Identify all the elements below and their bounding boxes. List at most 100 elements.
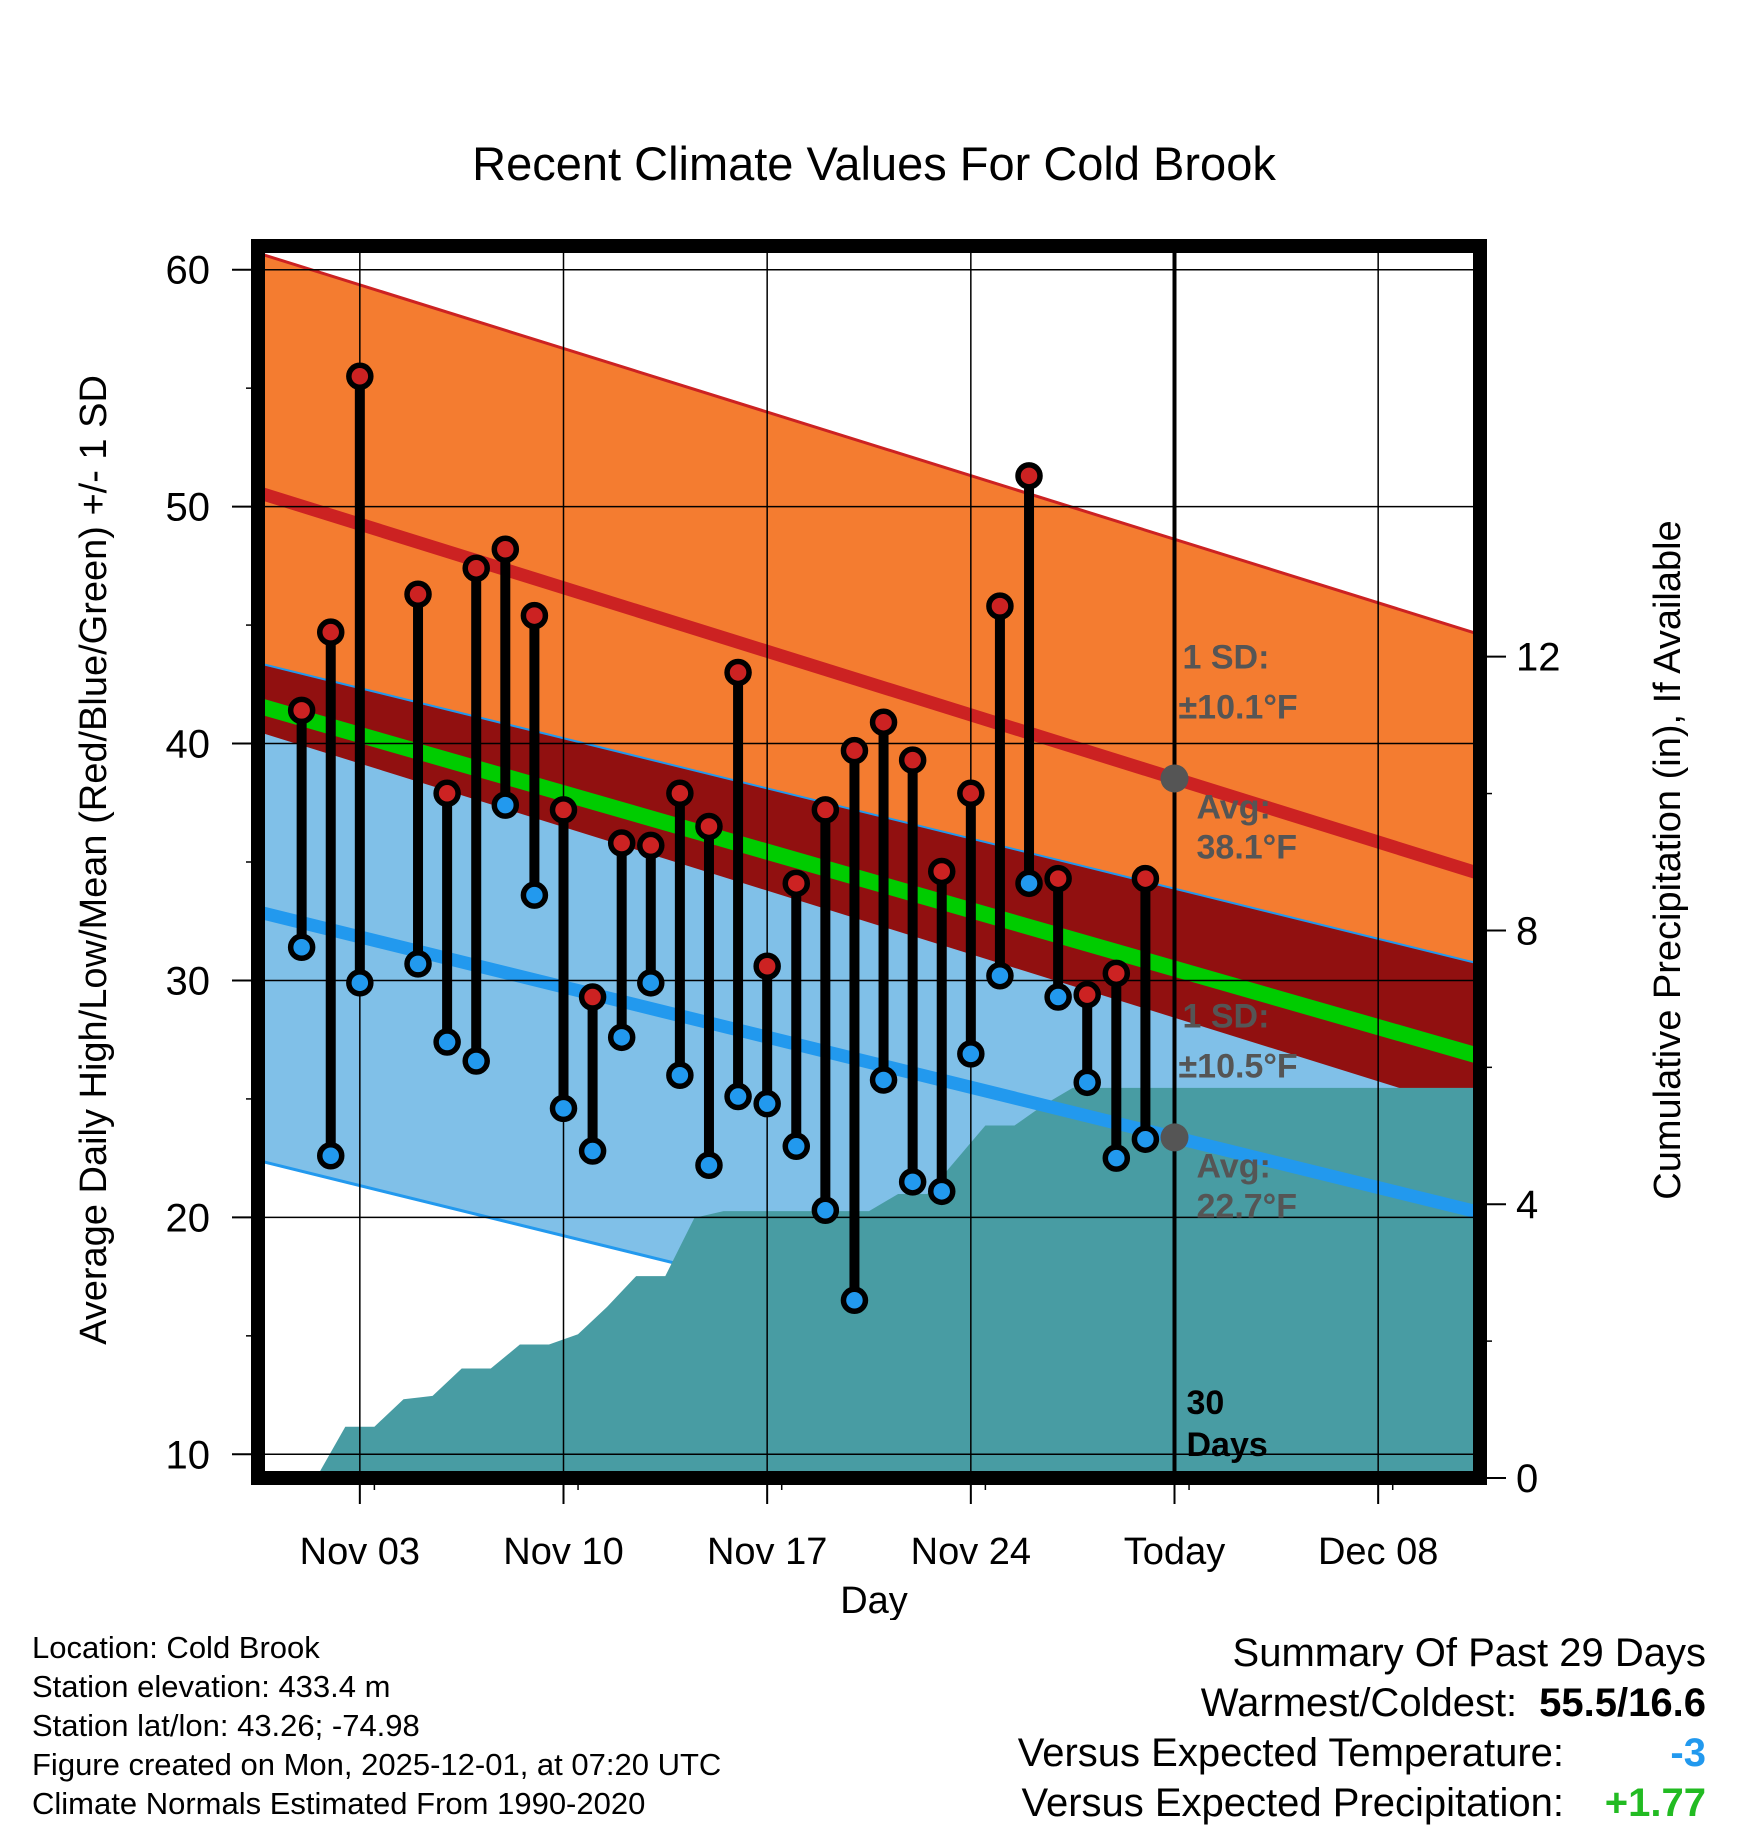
daily-low-point bbox=[1015, 869, 1043, 898]
daily-high-point bbox=[316, 618, 345, 646]
daily-low-point bbox=[753, 1089, 781, 1118]
daily-high-point bbox=[1044, 864, 1072, 893]
low-avg-value: 22.7°F bbox=[1197, 1187, 1298, 1225]
y-tick-label: 40 bbox=[166, 723, 211, 767]
daily-high-point bbox=[578, 983, 607, 1011]
daily-low-point bbox=[695, 1151, 723, 1180]
daily-high-point bbox=[520, 601, 549, 630]
daily-low-point bbox=[957, 1040, 985, 1068]
high-sd-value: ±10.1°F bbox=[1179, 688, 1298, 726]
high-avg-value: 38.1°F bbox=[1197, 828, 1298, 866]
daily-high-point bbox=[898, 746, 927, 774]
daily-high-point bbox=[1102, 959, 1131, 988]
summary-panel: Summary Of Past 29 Days Warmest/Coldest:… bbox=[1018, 1628, 1706, 1828]
daily-high-point bbox=[637, 831, 665, 860]
daily-low-point bbox=[869, 1066, 898, 1094]
daily-low-point bbox=[462, 1047, 490, 1075]
high-average-line bbox=[258, 486, 1480, 881]
y-tick-label: 30 bbox=[166, 959, 211, 1003]
summary-temp-row: Versus Expected Temperature: -3 bbox=[1018, 1728, 1706, 1778]
daily-low-point bbox=[637, 969, 665, 997]
daily-high-point bbox=[724, 658, 752, 687]
daily-low-point bbox=[782, 1132, 811, 1161]
daily-high-point bbox=[287, 696, 316, 725]
y-tick-label: 50 bbox=[166, 486, 211, 530]
warmest-value: 55.5/16.6 bbox=[1539, 1681, 1706, 1725]
daily-high-point bbox=[782, 869, 811, 898]
daily-low-point bbox=[549, 1094, 578, 1123]
climate-chart: Recent Climate Values For Cold Brook 1 S… bbox=[73, 137, 1689, 1620]
daily-low-point bbox=[607, 1023, 636, 1052]
daily-high-point bbox=[957, 779, 985, 808]
high-avg-label: Avg: bbox=[1197, 788, 1271, 826]
plot-area bbox=[258, 246, 1480, 1478]
daily-low-point bbox=[520, 881, 549, 909]
daily-high-point bbox=[404, 580, 432, 609]
daily-low-point bbox=[1044, 983, 1072, 1011]
daily-high-point bbox=[811, 796, 840, 824]
summary-warmest-row: Warmest/Coldest: 55.5/16.6 bbox=[1018, 1678, 1706, 1728]
x-tick-label: Nov 24 bbox=[911, 1531, 1031, 1573]
daily-low-point bbox=[1073, 1068, 1101, 1097]
daily-high-point bbox=[1131, 864, 1160, 893]
x-tick-label: Nov 10 bbox=[503, 1531, 623, 1573]
daily-high-point bbox=[753, 952, 781, 980]
today-high-avg-marker bbox=[1160, 764, 1189, 793]
station-info: Location: Cold Brook Station elevation: … bbox=[32, 1628, 721, 1823]
x-axis-label: Day bbox=[840, 1580, 908, 1620]
x-tick-label: Nov 17 bbox=[707, 1531, 827, 1573]
y-axis-label: Average Daily High/Low/Mean (Red/Blue/Gr… bbox=[73, 375, 115, 1345]
y-tick-label: 60 bbox=[166, 249, 211, 293]
days-label-text: Days bbox=[1187, 1426, 1268, 1464]
daily-high-point bbox=[607, 829, 636, 857]
daily-low-point bbox=[840, 1286, 869, 1315]
daily-high-point bbox=[666, 779, 694, 808]
daily-high-point bbox=[1073, 980, 1101, 1009]
daily-low-point bbox=[666, 1061, 694, 1089]
high-sd-upper-line bbox=[258, 251, 1480, 637]
daily-low-point bbox=[316, 1142, 345, 1170]
y-tick-label: 20 bbox=[166, 1196, 211, 1240]
x-tick-label: Dec 08 bbox=[1318, 1531, 1438, 1573]
daily-low-point bbox=[811, 1196, 840, 1225]
elevation-text: Station elevation: 433.4 m bbox=[32, 1669, 391, 1704]
temp-label: Versus Expected Temperature: bbox=[1017, 1731, 1564, 1775]
daily-high-point bbox=[927, 857, 956, 886]
daily-low-point bbox=[433, 1028, 461, 1056]
latlon-text: Station lat/lon: 43.26; -74.98 bbox=[32, 1708, 420, 1743]
daily-high-point bbox=[1015, 462, 1043, 490]
summary-precip-row: Versus Expected Precipitation: +1.77 bbox=[1018, 1778, 1706, 1828]
mean-average-line bbox=[258, 697, 1480, 1064]
temp-value: -3 bbox=[1670, 1731, 1706, 1775]
y2-tick-label: 12 bbox=[1516, 636, 1561, 680]
normals-text: Climate Normals Estimated From 1990-2020 bbox=[32, 1786, 646, 1821]
daily-high-point bbox=[433, 779, 461, 808]
y2-tick-label: 0 bbox=[1516, 1457, 1538, 1501]
daily-high-point bbox=[346, 362, 374, 391]
today-low-avg-marker bbox=[1160, 1123, 1189, 1152]
daily-low-point bbox=[898, 1168, 927, 1196]
y2-tick-label: 8 bbox=[1516, 909, 1538, 953]
daily-low-point bbox=[986, 961, 1014, 990]
daily-low-point bbox=[927, 1177, 956, 1206]
x-tick-label: Today bbox=[1124, 1531, 1225, 1573]
location-text: Location: Cold Brook bbox=[32, 1630, 320, 1665]
low-avg-label: Avg: bbox=[1197, 1147, 1271, 1185]
daily-high-point bbox=[695, 812, 723, 841]
daily-low-point bbox=[1131, 1125, 1160, 1153]
y2-tick-label: 4 bbox=[1516, 1183, 1538, 1227]
daily-high-point bbox=[491, 535, 520, 564]
precipitation-area bbox=[316, 1087, 1480, 1478]
daily-high-point bbox=[986, 592, 1014, 620]
summary-title: Summary Of Past 29 Days bbox=[1232, 1631, 1706, 1675]
y-tick-label: 10 bbox=[166, 1433, 211, 1477]
daily-high-point bbox=[840, 736, 869, 765]
days-label-number: 30 bbox=[1187, 1384, 1225, 1422]
daily-low-point bbox=[404, 950, 432, 978]
daily-high-point bbox=[462, 554, 490, 582]
low-sd-label: 1 SD: bbox=[1183, 997, 1270, 1035]
daily-low-point bbox=[578, 1137, 607, 1165]
daily-low-point bbox=[724, 1082, 752, 1111]
daily-high-point bbox=[869, 708, 898, 736]
chart-title: Recent Climate Values For Cold Brook bbox=[472, 137, 1276, 190]
